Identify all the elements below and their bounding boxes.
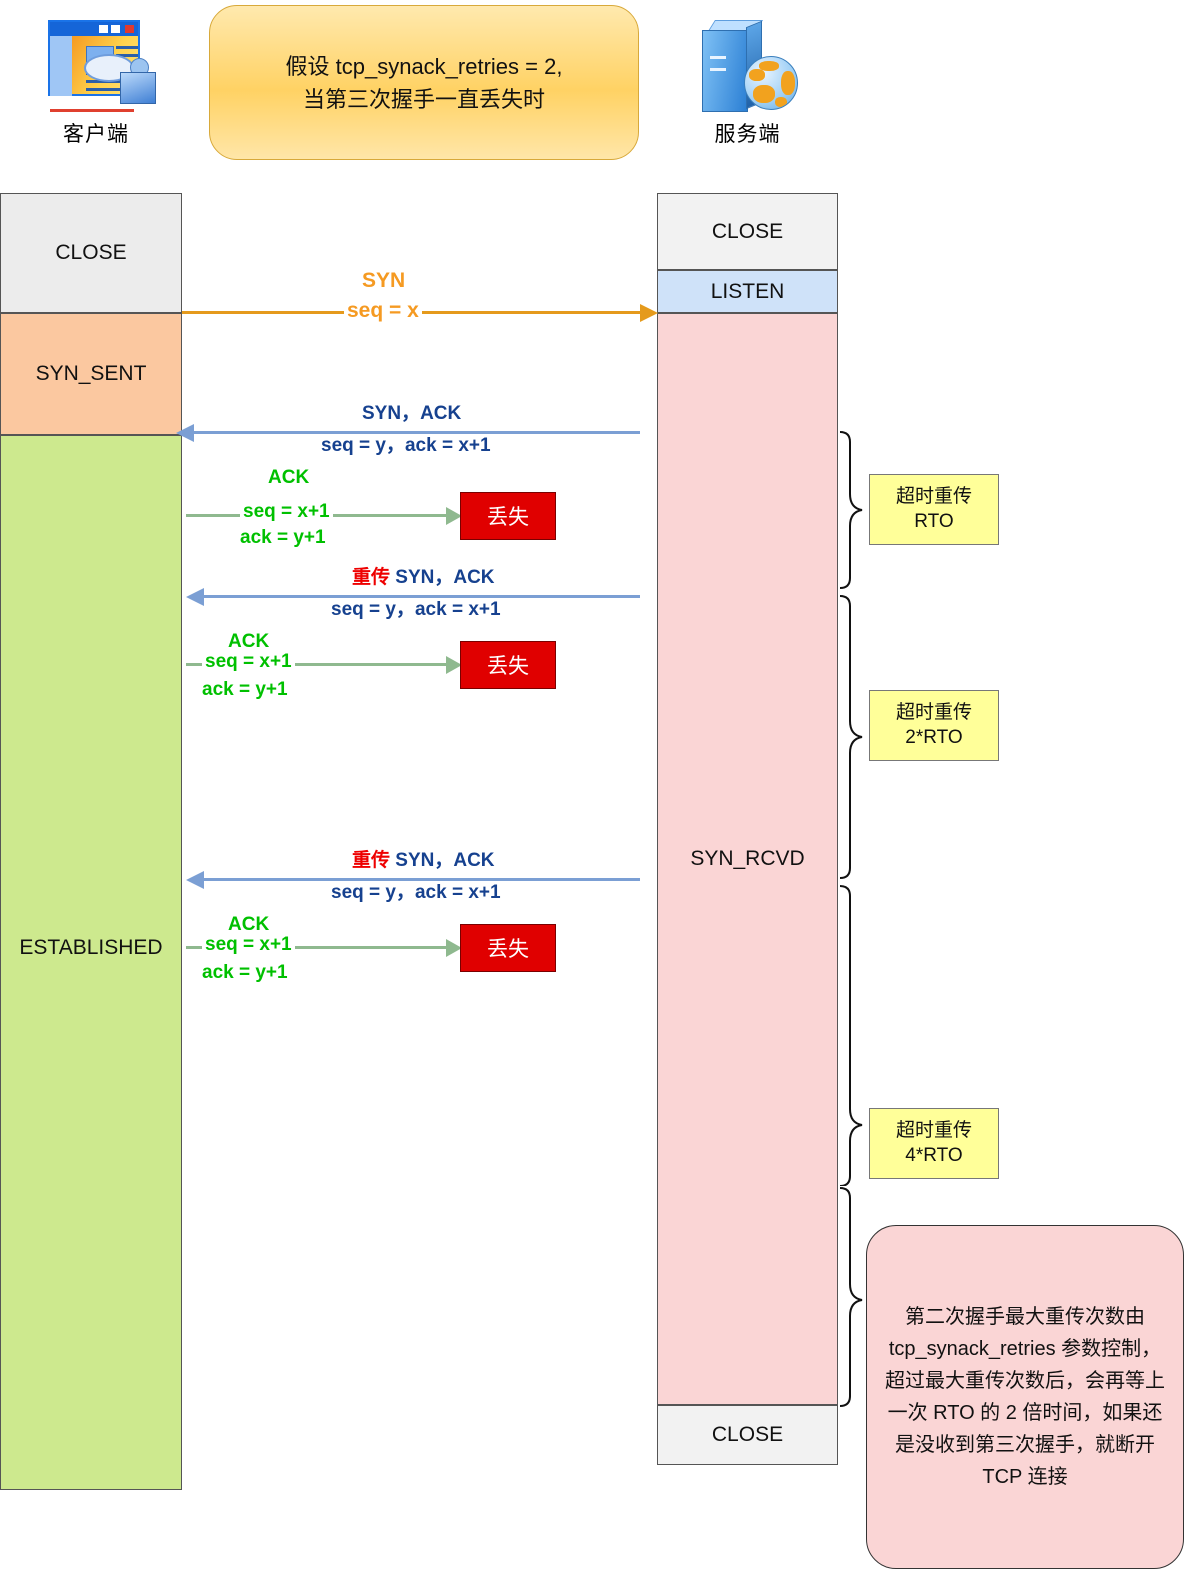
server-state-syn-rcvd-label: SYN_RCVD [690, 847, 805, 870]
synack2-seq: seq = y，ack = x+1 [328, 598, 504, 622]
server-endpoint: 服务端 [655, 14, 840, 148]
ack1-lost-label: 丢失 [487, 506, 529, 529]
client-state-syn-sent-label: SYN_SENT [35, 362, 147, 385]
server-close-brace [839, 1187, 863, 1407]
rto-brace-1 [839, 431, 863, 589]
client-browser-user-icon [40, 14, 156, 114]
ack1-lost-box: 丢失 [460, 492, 556, 540]
assumption-callout-text: 假设 tcp_synack_retries = 2, 当第三次握手一直丢失时 [285, 53, 563, 112]
timeout-box-rto-line1: 超时重传 [895, 485, 972, 507]
client-state-established-label: ESTABLISHED [19, 936, 163, 959]
synack2-title-label: SYN，ACK [395, 567, 495, 588]
ack2-lost-box: 丢失 [460, 641, 556, 689]
ack2-title: ACK [228, 631, 270, 652]
client-state-close-label: CLOSE [55, 241, 127, 264]
explanation-callout: 第二次握手最大重传次数由 tcp_synack_retries 参数控制，超过最… [866, 1225, 1184, 1569]
timeout-box-2rto: 超时重传 2*RTO [869, 690, 999, 761]
syn-seq: seq = x [344, 298, 422, 324]
client-label: 客户端 [63, 123, 129, 146]
synack1-arrow-head [176, 424, 194, 442]
server-state-close-top-label: CLOSE [711, 219, 784, 243]
synack3-title-label: SYN，ACK [395, 850, 495, 871]
client-endpoint: 客户端 [6, 14, 186, 148]
synack1-arrow-line [190, 431, 640, 434]
server-state-close-top: CLOSE [657, 193, 838, 270]
ack1-title: ACK [268, 467, 310, 488]
synack3-seq: seq = y，ack = x+1 [328, 881, 504, 905]
server-state-close-bottom: CLOSE [657, 1405, 838, 1465]
syn-title: SYN [362, 269, 406, 292]
server-state-listen: LISTEN [657, 270, 838, 313]
ack3-lost-box: 丢失 [460, 924, 556, 972]
server-state-close-bottom-label: CLOSE [711, 1423, 784, 1446]
synack2-arrow-line [200, 595, 640, 598]
server-state-syn-rcvd: SYN_RCVD [657, 313, 838, 1405]
synack3-arrow-head [186, 871, 204, 889]
ack1-ack: ack = y+1 [240, 527, 326, 548]
synack1-title: SYN，ACK [362, 403, 462, 424]
timeout-box-4rto-line2: 4*RTO [905, 1144, 963, 1166]
ack3-arrow-head [446, 939, 462, 957]
rto-brace-2 [839, 595, 863, 879]
ack3-arrow-line [186, 946, 456, 949]
ack3-title: ACK [228, 914, 270, 935]
synack1-seq: seq = y，ack = x+1 [318, 434, 494, 458]
rto-brace-3 [839, 885, 863, 1186]
ack2-arrow-line [186, 663, 456, 666]
client-state-close: CLOSE [0, 193, 182, 313]
timeout-box-4rto-line1: 超时重传 [895, 1119, 972, 1141]
synack3-retransmit-word: 重传 [352, 850, 391, 871]
synack3-title: 重传 SYN，ACK [352, 849, 495, 872]
assumption-callout: 假设 tcp_synack_retries = 2, 当第三次握手一直丢失时 [209, 5, 639, 160]
synack2-retransmit-word: 重传 [352, 567, 391, 588]
synack2-title: 重传 SYN，ACK [352, 566, 495, 589]
synack2-arrow-head [186, 588, 204, 606]
syn-arrow-head [640, 304, 658, 322]
client-state-established: ESTABLISHED [0, 435, 182, 1490]
timeout-box-2rto-line2: 2*RTO [905, 726, 963, 748]
timeout-box-rto-line2: RTO [914, 510, 954, 532]
timeout-box-rto: 超时重传 RTO [869, 474, 999, 545]
server-state-listen-label: LISTEN [710, 279, 785, 303]
server-tower-globe-icon [692, 14, 804, 114]
explanation-callout-text: 第二次握手最大重传次数由 tcp_synack_retries 参数控制，超过最… [885, 1306, 1165, 1488]
ack1-seq: seq = x+1 [240, 500, 333, 524]
ack2-arrow-head [446, 656, 462, 674]
ack1-arrow-head [446, 507, 462, 525]
ack3-seq: seq = x+1 [202, 933, 295, 957]
ack2-seq: seq = x+1 [202, 650, 295, 674]
ack3-ack: ack = y+1 [202, 962, 288, 983]
timeout-box-2rto-line1: 超时重传 [895, 701, 972, 723]
client-state-syn-sent: SYN_SENT [0, 313, 182, 435]
synack3-arrow-line [200, 878, 640, 881]
ack2-lost-label: 丢失 [487, 655, 529, 678]
server-label: 服务端 [714, 123, 781, 146]
ack3-lost-label: 丢失 [487, 938, 529, 961]
ack2-ack: ack = y+1 [202, 679, 288, 700]
timeout-box-4rto: 超时重传 4*RTO [869, 1108, 999, 1179]
